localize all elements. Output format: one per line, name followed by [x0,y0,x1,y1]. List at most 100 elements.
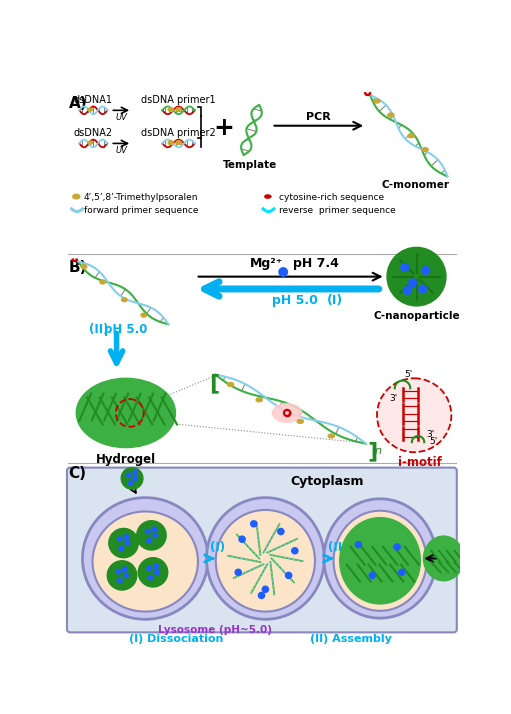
Text: cytosine-rich sequence: cytosine-rich sequence [280,193,384,203]
Text: A): A) [68,96,87,111]
Circle shape [133,470,137,474]
Circle shape [153,533,158,538]
Text: Template: Template [223,161,277,171]
Ellipse shape [76,378,175,448]
Circle shape [239,536,245,543]
Circle shape [422,266,430,274]
Circle shape [128,481,133,485]
Text: Cytoplasm: Cytoplasm [291,476,364,488]
Circle shape [377,378,451,452]
Ellipse shape [422,148,428,151]
Circle shape [133,476,137,481]
Circle shape [137,521,166,550]
Ellipse shape [388,113,394,117]
Circle shape [119,546,124,550]
Circle shape [124,573,128,578]
Circle shape [292,548,298,554]
Ellipse shape [81,265,87,268]
Circle shape [147,566,151,570]
Text: pH 5.0: pH 5.0 [104,323,148,336]
Circle shape [409,279,416,286]
Text: Lysosome (pH~5.0): Lysosome (pH~5.0) [158,625,272,635]
Text: (II): (II) [328,540,347,554]
Ellipse shape [340,518,421,604]
Text: (I) Dissociation: (I) Dissociation [129,634,223,644]
Circle shape [116,569,121,574]
Text: (I): (I) [211,540,225,554]
Text: ]: ] [368,441,378,461]
Circle shape [251,521,257,527]
Circle shape [403,286,411,294]
Circle shape [235,569,241,575]
Circle shape [279,268,288,276]
Circle shape [152,527,157,531]
Circle shape [278,528,284,535]
Ellipse shape [176,108,181,111]
Text: (I): (I) [328,294,343,307]
Circle shape [262,586,268,593]
Text: PCR: PCR [307,112,331,122]
Ellipse shape [227,383,234,386]
Circle shape [107,560,137,590]
Text: C-nanoparticle: C-nanoparticle [373,311,460,321]
Ellipse shape [141,313,147,317]
Ellipse shape [100,280,105,284]
Ellipse shape [324,499,436,618]
Ellipse shape [256,398,262,402]
Text: 3': 3' [426,430,434,439]
Circle shape [118,537,122,541]
Ellipse shape [88,141,92,144]
Circle shape [259,593,265,598]
Text: 5': 5' [430,437,438,446]
Circle shape [355,541,361,548]
Text: reverse  primer sequence: reverse primer sequence [280,206,396,215]
Circle shape [154,570,159,575]
Text: +: + [214,116,235,140]
Text: 3': 3' [389,394,397,403]
Ellipse shape [82,498,208,619]
Text: (II) Assembly: (II) Assembly [310,634,391,644]
Text: 5': 5' [404,370,412,379]
Ellipse shape [92,511,198,612]
Text: pH 7.4: pH 7.4 [293,258,339,271]
Circle shape [125,540,130,545]
Circle shape [127,473,131,478]
Ellipse shape [168,141,174,144]
Circle shape [123,567,127,571]
Text: forward primer sequence: forward primer sequence [84,206,199,215]
Text: n: n [375,446,382,456]
Ellipse shape [424,536,464,580]
Ellipse shape [374,99,380,103]
Circle shape [419,285,427,293]
Ellipse shape [216,510,315,612]
Text: UV: UV [115,113,127,121]
Circle shape [138,558,168,587]
Circle shape [148,575,153,580]
Ellipse shape [297,420,304,423]
Circle shape [145,529,150,534]
Ellipse shape [168,108,174,111]
Ellipse shape [176,141,181,144]
Text: Mg²⁺: Mg²⁺ [250,258,283,271]
Ellipse shape [408,134,414,138]
Circle shape [118,578,122,583]
Ellipse shape [272,403,302,422]
Text: C-monomer: C-monomer [382,180,450,190]
Circle shape [394,544,400,550]
Text: dsDNA primer2: dsDNA primer2 [141,128,216,138]
Text: B): B) [68,260,87,275]
Circle shape [401,263,409,271]
Text: (II): (II) [89,323,108,336]
Text: Hydrogel: Hydrogel [96,453,156,466]
Circle shape [124,535,129,539]
Circle shape [154,564,158,568]
Ellipse shape [73,194,80,199]
Circle shape [121,468,143,489]
Text: dsDNA primer1: dsDNA primer1 [141,95,216,105]
Circle shape [387,247,446,306]
Ellipse shape [328,434,334,438]
Ellipse shape [206,498,324,619]
Text: i-motif: i-motif [399,456,443,469]
Text: dsDNA2: dsDNA2 [74,128,113,138]
Ellipse shape [334,511,427,610]
